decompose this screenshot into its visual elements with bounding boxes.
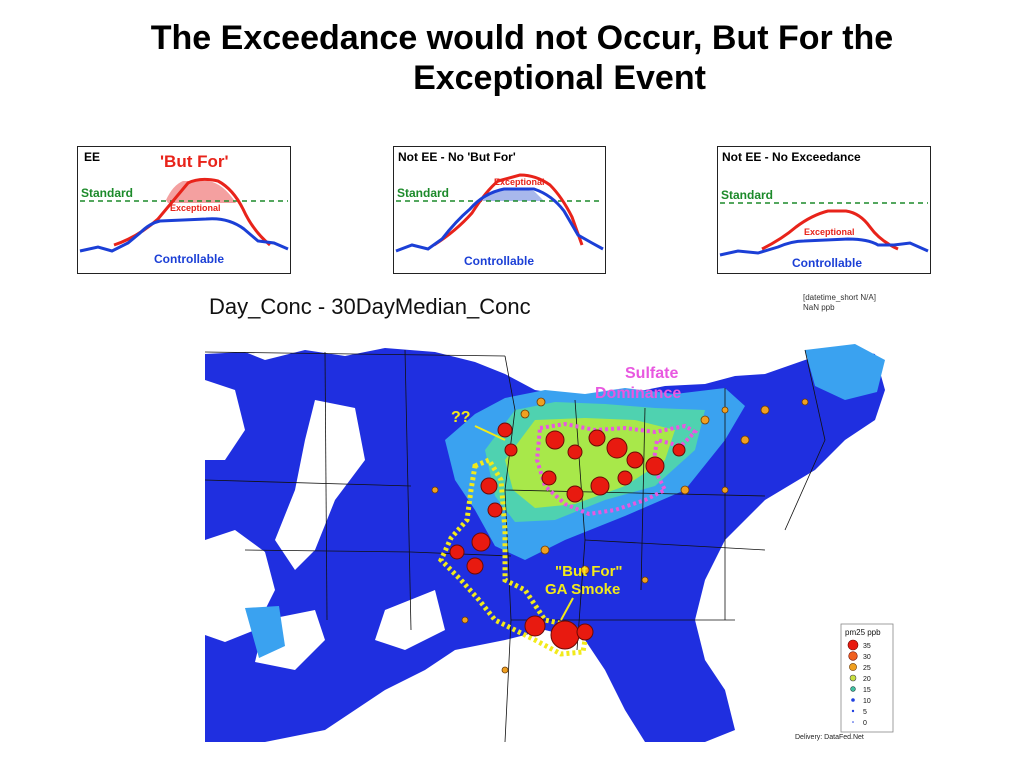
map-info-line-1: [datetime_short N/A]: [803, 293, 876, 302]
unknown-pointer: [474, 425, 506, 441]
map-svg: Day_Conc - 30DayMedian_Conc [datetime_sh…: [205, 290, 895, 742]
title-line-1: The Exceedance would not Occur, But For …: [150, 19, 894, 57]
panel-3-heading: Not EE - No Exceedance: [722, 150, 861, 164]
legend-swatch-5: [851, 709, 855, 713]
panel-3-graphic: Not EE - No Exceedance Standard Exceptio…: [719, 150, 929, 270]
exceptional-curve-2: [433, 173, 584, 247]
legend-swatch-10: [851, 698, 855, 702]
controllable-label: Controllable: [154, 252, 224, 266]
standard-label: Standard: [81, 186, 133, 200]
legend: pm25 ppb 35 30 25 20 15 10 5 0: [840, 623, 894, 733]
slide-title: The Exceedance would not Occur, But For …: [0, 18, 1024, 98]
legend-swatch-20: [849, 674, 857, 682]
legend-swatch-15: [850, 686, 856, 692]
sulfate-label-2: Dominance: [595, 385, 681, 402]
gap-2: [275, 400, 365, 570]
panel-not-ee-no-exceedance: Not EE - No Exceedance Standard Exceptio…: [717, 146, 931, 274]
standard-label-2: Standard: [397, 186, 449, 200]
legend-label-20: 20: [863, 676, 871, 683]
legend-label-10: 10: [863, 698, 871, 705]
northeast-region: [805, 344, 885, 400]
sulfate-outline: [534, 421, 699, 517]
unknown-label: ??: [451, 409, 471, 426]
title-line-2: Exceptional Event: [413, 59, 706, 97]
pm25-difference-map: Day_Conc - 30DayMedian_Conc [datetime_sh…: [205, 290, 895, 742]
panel-ee-graphic: EE 'But For' Standard Exceptional Contro…: [79, 150, 289, 266]
legend-label-25: 25: [863, 665, 871, 672]
panel-not-ee-no-but-for: Not EE - No 'But For' Standard Exception…: [393, 146, 606, 274]
legend-swatch-25: [849, 663, 857, 671]
panel-2-heading: Not EE - No 'But For': [398, 150, 516, 164]
exceptional-label-2: Exceptional: [494, 177, 545, 187]
but-for-pointer: [560, 597, 574, 621]
controllable-curve-3: [719, 237, 929, 257]
standard-label-3: Standard: [721, 188, 773, 202]
exceptional-label-3: Exceptional: [804, 227, 855, 237]
gap-1: [205, 380, 245, 460]
exceptional-label: Exceptional: [170, 203, 221, 213]
map-title: Day_Conc - 30DayMedian_Conc: [209, 294, 531, 319]
controllable-curve-2: [395, 187, 604, 253]
legend-swatch-0: [852, 721, 854, 723]
sulfate-label-1: Sulfate: [625, 365, 678, 382]
exceptional-curve-3: [761, 209, 899, 251]
legend-swatch-30: [848, 651, 858, 661]
state-boundaries: [205, 349, 826, 742]
panel-ee-heading: EE: [84, 150, 100, 164]
controllable-curve: [79, 217, 289, 253]
ga-smoke-outline: [438, 456, 588, 657]
but-for-label-1: "But For": [555, 563, 623, 580]
map-info-line-2: NaN ppb: [803, 303, 835, 312]
gap-5: [375, 590, 445, 650]
legend-title: pm25 ppb: [845, 628, 881, 637]
legend-label-0: 0: [863, 720, 867, 727]
legend-label-5: 5: [863, 709, 867, 716]
controllable-label-3: Controllable: [792, 256, 862, 270]
gap-4: [205, 570, 225, 610]
controllable-label-2: Controllable: [464, 254, 534, 268]
legend-label-15: 15: [863, 687, 871, 694]
medium-concentration-dots: [431, 397, 809, 674]
panel-ee: EE 'But For' Standard Exceptional Contro…: [77, 146, 291, 274]
legend-box: [840, 623, 894, 733]
but-for-label-2: GA Smoke: [545, 581, 620, 598]
high-concentration-dots: [449, 422, 686, 650]
map-credit: Delivery: DataFed.Net: [795, 734, 864, 741]
texas-spot: [245, 606, 285, 658]
panel-2-graphic: Not EE - No 'But For' Standard Exception…: [395, 150, 604, 268]
legend-label-35: 35: [863, 643, 871, 650]
legend-swatch-35: [847, 639, 859, 651]
legend-label-30: 30: [863, 654, 871, 661]
but-for-callout: 'But For': [160, 152, 229, 171]
